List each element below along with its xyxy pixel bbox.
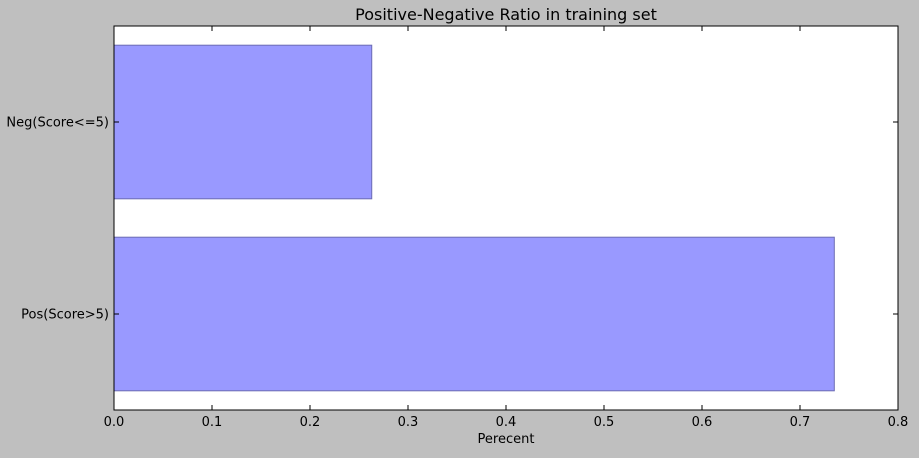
x-tick-label-7: 0.7 xyxy=(790,415,811,430)
x-tick-label-2: 0.2 xyxy=(300,415,321,430)
y-tick-label-0: Pos(Score>5) xyxy=(21,308,109,323)
x-axis-label: Perecent xyxy=(478,432,535,447)
x-tick-label-4: 0.4 xyxy=(496,415,517,430)
x-tick-label-6: 0.6 xyxy=(692,415,713,430)
x-tick-label-3: 0.3 xyxy=(398,415,419,430)
chart-title: Positive-Negative Ratio in training set xyxy=(355,5,657,24)
bars-layer xyxy=(113,44,835,392)
x-tick-label-5: 0.5 xyxy=(594,415,615,430)
y-tick-label-1: Neg(Score<=5) xyxy=(6,116,109,131)
bar-1 xyxy=(113,44,373,200)
ticks-layer: Pos(Score>5) Neg(Score<=5) 0.0 0.1 0.2 0.3 0.4… xyxy=(6,26,908,430)
x-tick-label-8: 0.8 xyxy=(888,415,909,430)
x-tick-label-0: 0.0 xyxy=(104,415,125,430)
x-tick-label-1: 0.1 xyxy=(202,415,223,430)
bar-0 xyxy=(113,236,835,392)
